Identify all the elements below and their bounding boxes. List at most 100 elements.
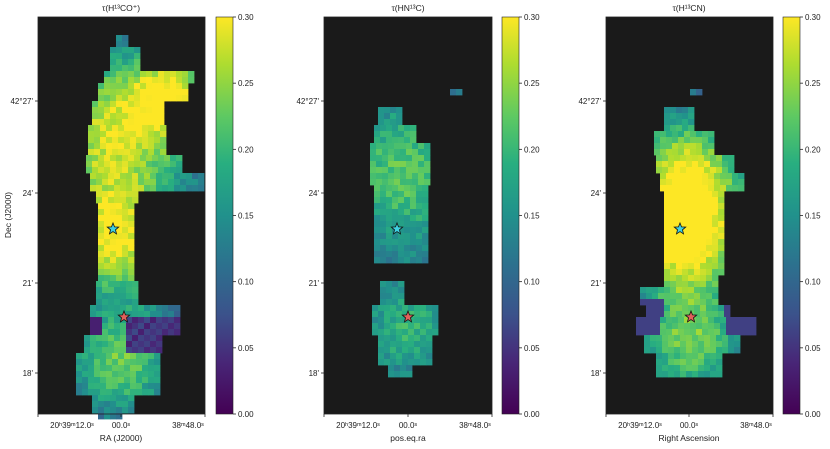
map-cell bbox=[100, 137, 107, 144]
map-cell bbox=[688, 251, 695, 258]
map-cell bbox=[116, 59, 123, 66]
map-cell bbox=[168, 329, 175, 336]
colorbar-tick-label: 0.00 bbox=[805, 410, 821, 419]
map-cell bbox=[132, 305, 139, 312]
map-cell bbox=[114, 329, 121, 336]
map-cell bbox=[718, 251, 725, 258]
map-cell bbox=[700, 221, 707, 228]
map-cell bbox=[416, 233, 423, 240]
map-cell bbox=[672, 143, 679, 150]
panel-hn13c: τ(HN¹³C) 42°27' 24' 21' 18' 20ʰ39ᵐ12.0ˢ … bbox=[296, 3, 540, 443]
map-cell bbox=[418, 155, 425, 162]
map-cell bbox=[122, 227, 129, 234]
map-cell bbox=[714, 185, 721, 192]
map-cell bbox=[662, 167, 669, 174]
map-cell bbox=[660, 131, 667, 138]
map-cell bbox=[116, 203, 123, 210]
map-cell bbox=[130, 149, 137, 156]
map-cell bbox=[702, 149, 709, 156]
map-cell bbox=[154, 137, 161, 144]
map-cell bbox=[744, 317, 751, 324]
map-cell bbox=[164, 77, 171, 84]
map-cell bbox=[734, 341, 741, 348]
map-cell bbox=[412, 155, 419, 162]
map-cell bbox=[192, 173, 199, 180]
map-cell bbox=[156, 317, 163, 324]
map-cell bbox=[398, 197, 405, 204]
map-cell bbox=[160, 131, 167, 138]
map-cell bbox=[686, 359, 693, 366]
map-cell bbox=[96, 287, 103, 294]
map-cell bbox=[92, 395, 99, 402]
map-cell bbox=[672, 323, 679, 330]
map-cell bbox=[104, 155, 111, 162]
map-cell bbox=[392, 125, 399, 132]
map-cell bbox=[88, 359, 95, 366]
map-cell bbox=[118, 389, 125, 396]
map-cell bbox=[120, 323, 127, 330]
map-cell bbox=[174, 323, 181, 330]
map-cell bbox=[642, 323, 649, 330]
map-cell bbox=[100, 371, 107, 378]
map-cell bbox=[674, 161, 681, 168]
map-cell bbox=[388, 179, 395, 186]
map-cell bbox=[132, 341, 139, 348]
map-cell bbox=[104, 395, 111, 402]
map-cell bbox=[682, 311, 689, 318]
map-cell bbox=[156, 311, 163, 318]
map-cell bbox=[110, 89, 117, 96]
map-cell bbox=[122, 203, 129, 210]
map-cell bbox=[664, 107, 671, 114]
map-cell bbox=[106, 353, 113, 360]
map-cell bbox=[378, 347, 385, 354]
map-cell bbox=[98, 89, 105, 96]
map-cell bbox=[708, 131, 715, 138]
map-cell bbox=[102, 287, 109, 294]
map-cell bbox=[128, 161, 135, 168]
map-cell bbox=[670, 251, 677, 258]
map-cell bbox=[690, 131, 697, 138]
map-cell bbox=[138, 179, 145, 186]
map-cells-1 bbox=[76, 35, 205, 420]
map-cell bbox=[398, 203, 405, 210]
map-cell bbox=[666, 137, 673, 144]
map-cell bbox=[702, 323, 709, 330]
map-cell bbox=[92, 101, 99, 108]
map-cell bbox=[392, 245, 399, 252]
map-cell bbox=[140, 83, 147, 90]
map-cell bbox=[144, 347, 151, 354]
map-cell bbox=[382, 155, 389, 162]
map-cell bbox=[692, 347, 699, 354]
map-cell bbox=[94, 377, 101, 384]
map-cell bbox=[384, 305, 391, 312]
map-cell bbox=[118, 131, 125, 138]
map-cell bbox=[162, 173, 169, 180]
map-cell bbox=[146, 107, 153, 114]
map-cell bbox=[660, 317, 667, 324]
map-cell bbox=[656, 359, 663, 366]
map-cell bbox=[722, 347, 729, 354]
map-cell bbox=[708, 149, 715, 156]
map-cell bbox=[424, 167, 431, 174]
map-cell bbox=[380, 281, 387, 288]
map-cell bbox=[422, 185, 429, 192]
map-cell bbox=[122, 221, 129, 228]
map-cell bbox=[410, 251, 417, 258]
map-cell bbox=[400, 365, 407, 372]
map-cell bbox=[712, 275, 719, 282]
map-cell bbox=[700, 281, 707, 288]
map-cell bbox=[686, 371, 693, 378]
map-cell bbox=[122, 239, 129, 246]
map-cell bbox=[140, 107, 147, 114]
map-cell bbox=[108, 305, 115, 312]
map-cell bbox=[670, 281, 677, 288]
map-cell bbox=[108, 299, 115, 306]
map-cell bbox=[706, 287, 713, 294]
map-cell bbox=[120, 293, 127, 300]
map-cell bbox=[712, 311, 719, 318]
y-tick-label: 18' bbox=[591, 369, 602, 378]
map-cell bbox=[388, 149, 395, 156]
map-cell bbox=[176, 89, 183, 96]
map-cell bbox=[688, 287, 695, 294]
map-cell bbox=[98, 275, 105, 282]
